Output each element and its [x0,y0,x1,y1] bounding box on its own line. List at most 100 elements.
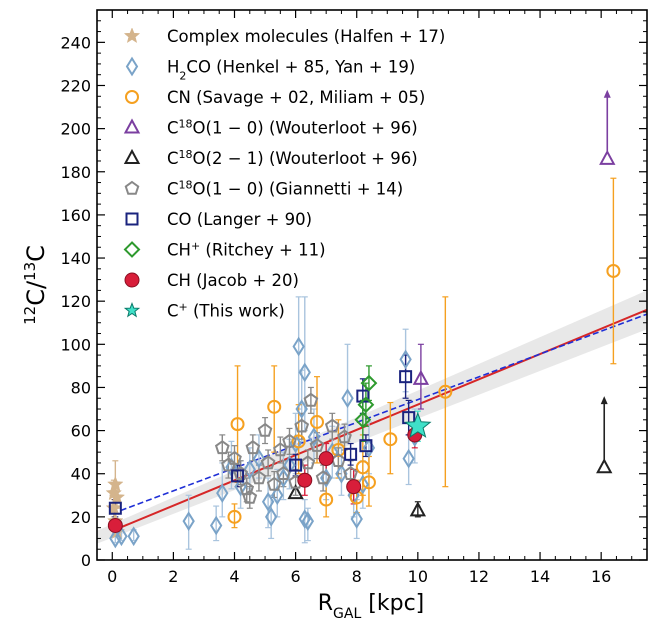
series-1-point-19 [298,509,311,529]
legend-marker-8 [124,272,140,288]
series-5-point-10 [266,476,282,491]
y-tick-label-6: 120 [60,292,91,311]
series-2-point-3 [291,434,306,449]
series-1-point-17 [298,362,311,383]
legend-label-4: C18O(2 − 1) (Wouterloot + 96) [167,148,418,169]
legend-label-2: CN (Savage + 02, Miliam + 05) [167,88,425,107]
series-5-point-8 [257,422,273,437]
y-tick-label-11: 220 [60,76,91,95]
y-tick-label-4: 80 [71,378,91,397]
y-tick-label-12: 240 [60,33,91,52]
series-5-point-20 [324,418,340,433]
series-5-point-2 [227,450,242,465]
series-5-point-0 [214,440,230,455]
series-1-point-21 [307,427,321,447]
series-1-point-27 [350,509,363,529]
series-2-point-10 [383,432,398,447]
series-2-point-12 [606,263,621,278]
series-1-point-11 [264,506,278,527]
series-1-point-8 [243,459,256,480]
series-5-point-22 [337,429,352,444]
series-7-point-1 [357,396,375,414]
x-axis-label: RGAL [kpc] [318,591,425,620]
series-0-point-3 [105,499,123,516]
legend-marker-1 [125,56,139,77]
legend-label-5: C18O(1 − 0) (Giannetti + 14) [167,178,403,199]
series-2-point-5 [319,492,334,507]
legend-marker-5 [124,180,140,195]
legend-marker-7 [123,241,141,258]
x-axis-ticks: 0 2 4 6 8 10 12 14 16 [107,10,648,586]
series-6-point-1 [231,469,245,483]
y-tick-label-5: 100 [60,335,91,354]
x-tick-label-7: 14 [530,567,550,586]
series-1-point-16 [295,399,308,419]
y-tick-label-2: 40 [71,465,91,484]
y-tick-label-0: 0 [81,551,91,570]
legend-label-1: H2CO (Henkel + 85, Yan + 19) [167,58,415,83]
y-tick-label-10: 200 [60,120,91,139]
series-2-point-1 [230,417,245,432]
series-1-point-28 [356,474,370,495]
x-tick-label-8: 16 [591,567,611,586]
legend-label-7: CH+ (Ritchey + 11) [167,239,326,260]
legend-label-8: CH (Jacob + 20) [167,271,299,290]
legend-marker-9 [123,302,141,318]
series-5-point-23 [343,465,358,480]
series-0-point-1 [107,475,124,492]
series-5-point-18 [309,437,325,452]
series-9-point-0 [404,411,432,438]
series-4-point-0 [287,484,304,500]
series-1-point-10 [261,491,275,512]
legend-label-3: C18O(1 − 0) (Wouterloot + 96) [167,117,418,138]
series-1-point-2 [127,526,140,547]
legend-label-0: Complex molecules (Halfen + 17) [167,27,445,46]
y-tick-label-3: 60 [71,422,91,441]
y-axis-ticks: 0 20 40 60 80 100 120 140 160 180 200 220 240 [60,20,647,570]
legend-marker-6 [125,212,139,226]
series-5-point-9 [260,455,276,470]
series-1-point-9 [252,448,266,469]
series-1-point-5 [216,483,229,504]
y-tick-label-1: 20 [71,508,91,527]
y-axis-label: 12C/13C [21,245,50,325]
red-fit-line [111,308,647,532]
x-tick-label-0: 0 [107,567,117,586]
plot-area [97,10,647,560]
series-1-point-20 [301,511,315,532]
legend-marker-3 [123,118,141,134]
series-4-point-2 [596,458,613,474]
series-5-point-13 [282,433,297,448]
legend-label-9: C+ (This work) [167,300,285,321]
x-tick-label-6: 12 [469,567,489,586]
x-tick-label-4: 8 [352,567,362,586]
series-6-point-0 [108,501,122,515]
series-2-point-4 [310,414,324,429]
legend-marker-4 [123,148,141,164]
series-5-point-5 [242,489,258,504]
series-2-point-0 [227,509,242,524]
series-8-point-0 [107,517,123,533]
series-4-limit-arrow-2 [600,396,608,405]
series-8-point-1 [297,472,313,488]
series-1-point-18 [292,336,305,357]
series-2-point-11 [438,384,453,399]
series-6-point-6 [399,370,413,384]
y-tick-label-8: 160 [60,206,91,225]
x-tick-label-3: 6 [291,567,301,586]
y-tick-label-9: 180 [60,163,91,182]
series-5-point-19 [315,470,331,485]
series-5-point-12 [276,465,291,480]
series-6-point-4 [359,439,373,453]
plot-background [97,10,647,560]
series-1-point-1 [115,526,128,547]
series-1-point-3 [182,511,195,532]
series-1-point-13 [277,468,290,488]
series-0-point-2 [108,488,126,505]
series-1-point-31 [402,448,415,469]
series-8-point-2 [318,451,334,467]
series-7-point-0 [354,411,372,429]
data-markers [105,149,621,549]
series-2-point-9 [361,475,376,490]
fit-lines [111,308,647,532]
